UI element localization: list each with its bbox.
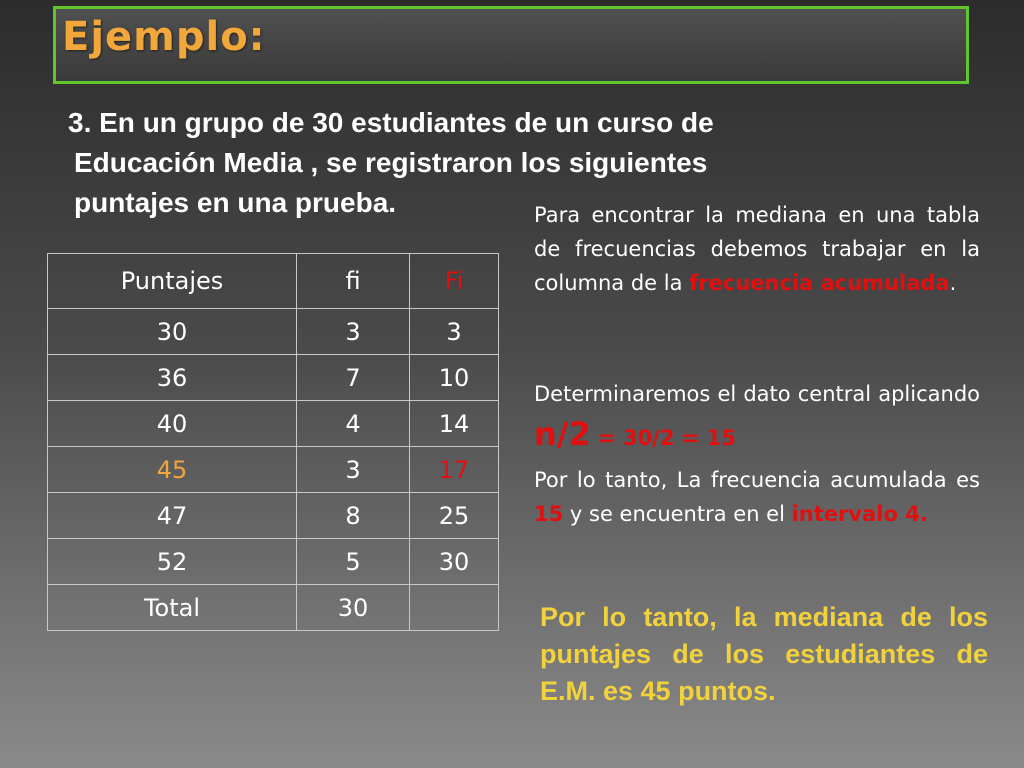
note-text: y se encuentra en el — [563, 502, 792, 526]
header-puntajes: Puntajes — [47, 253, 297, 309]
note-text-end: . — [949, 271, 957, 295]
slide-title: Ejemplo: — [62, 14, 266, 60]
note-median-method: Para encontrar la mediana en una tabla d… — [534, 198, 980, 300]
cell-fi: 3 — [296, 446, 410, 493]
note-highlight: frecuencia acumulada — [689, 271, 950, 295]
formula-n-half: n/2 — [534, 415, 591, 453]
problem-line-1: 3. En un grupo de 30 estudiantes de un c… — [68, 107, 714, 138]
cell-fi: 5 — [296, 538, 410, 585]
cell-puntaje-highlight: 45 — [47, 446, 297, 493]
cell-puntaje: 52 — [47, 538, 297, 585]
cell-puntaje: 47 — [47, 492, 297, 539]
cell-Fi: 25 — [409, 492, 499, 539]
cell-Fi: 3 — [409, 308, 499, 355]
cell-Fi: 14 — [409, 400, 499, 447]
cell-fi: 3 — [296, 308, 410, 355]
cell-fi: 4 — [296, 400, 410, 447]
total-empty-cell — [409, 584, 499, 631]
table-row: 52 5 30 — [47, 538, 499, 585]
cell-puntaje: 36 — [47, 354, 297, 401]
note-text: Por lo tanto, La frecuencia acumulada es — [534, 468, 980, 492]
table-row: 40 4 14 — [47, 400, 499, 447]
total-value: 30 — [296, 584, 410, 631]
note-interval: Por lo tanto, La frecuencia acumulada es… — [534, 463, 980, 531]
table-row: 30 3 3 — [47, 308, 499, 355]
frequency-table: Puntajes fi Fi 30 3 3 36 7 10 40 4 14 45… — [47, 253, 499, 631]
cell-Fi: 10 — [409, 354, 499, 401]
table-row: 47 8 25 — [47, 492, 499, 539]
table-row-highlighted: 45 3 17 — [47, 446, 499, 493]
cell-Fi-highlight: 17 — [409, 446, 499, 493]
formula-result: = 30/2 = 15 — [590, 426, 736, 450]
note-text: Para encontrar la mediana en una tabla d… — [534, 203, 980, 295]
header-Fi: Fi — [409, 253, 499, 309]
table-header-row: Puntajes fi Fi — [47, 253, 499, 309]
note-text: Determinaremos el dato central aplicando — [534, 382, 980, 406]
problem-line-3: puntajes en una prueba. — [74, 187, 397, 218]
problem-statement: 3. En un grupo de 30 estudiantes de un c… — [68, 103, 888, 223]
header-fi: fi — [296, 253, 410, 309]
table-total-row: Total 30 — [47, 584, 499, 631]
note-highlight-15: 15 — [534, 502, 564, 526]
conclusion-text: Por lo tanto, la mediana de los puntajes… — [540, 602, 988, 706]
cell-puntaje: 40 — [47, 400, 297, 447]
note-highlight-interval: intervalo 4. — [791, 502, 928, 526]
total-label: Total — [47, 584, 297, 631]
table-row: 36 7 10 — [47, 354, 499, 401]
cell-fi: 7 — [296, 354, 410, 401]
title-frame — [53, 6, 969, 84]
cell-fi: 8 — [296, 492, 410, 539]
problem-line-2: Educación Media , se registraron los sig… — [74, 147, 708, 178]
cell-puntaje: 30 — [47, 308, 297, 355]
note-central-value: Determinaremos el dato central aplicando… — [534, 374, 980, 458]
cell-Fi: 30 — [409, 538, 499, 585]
